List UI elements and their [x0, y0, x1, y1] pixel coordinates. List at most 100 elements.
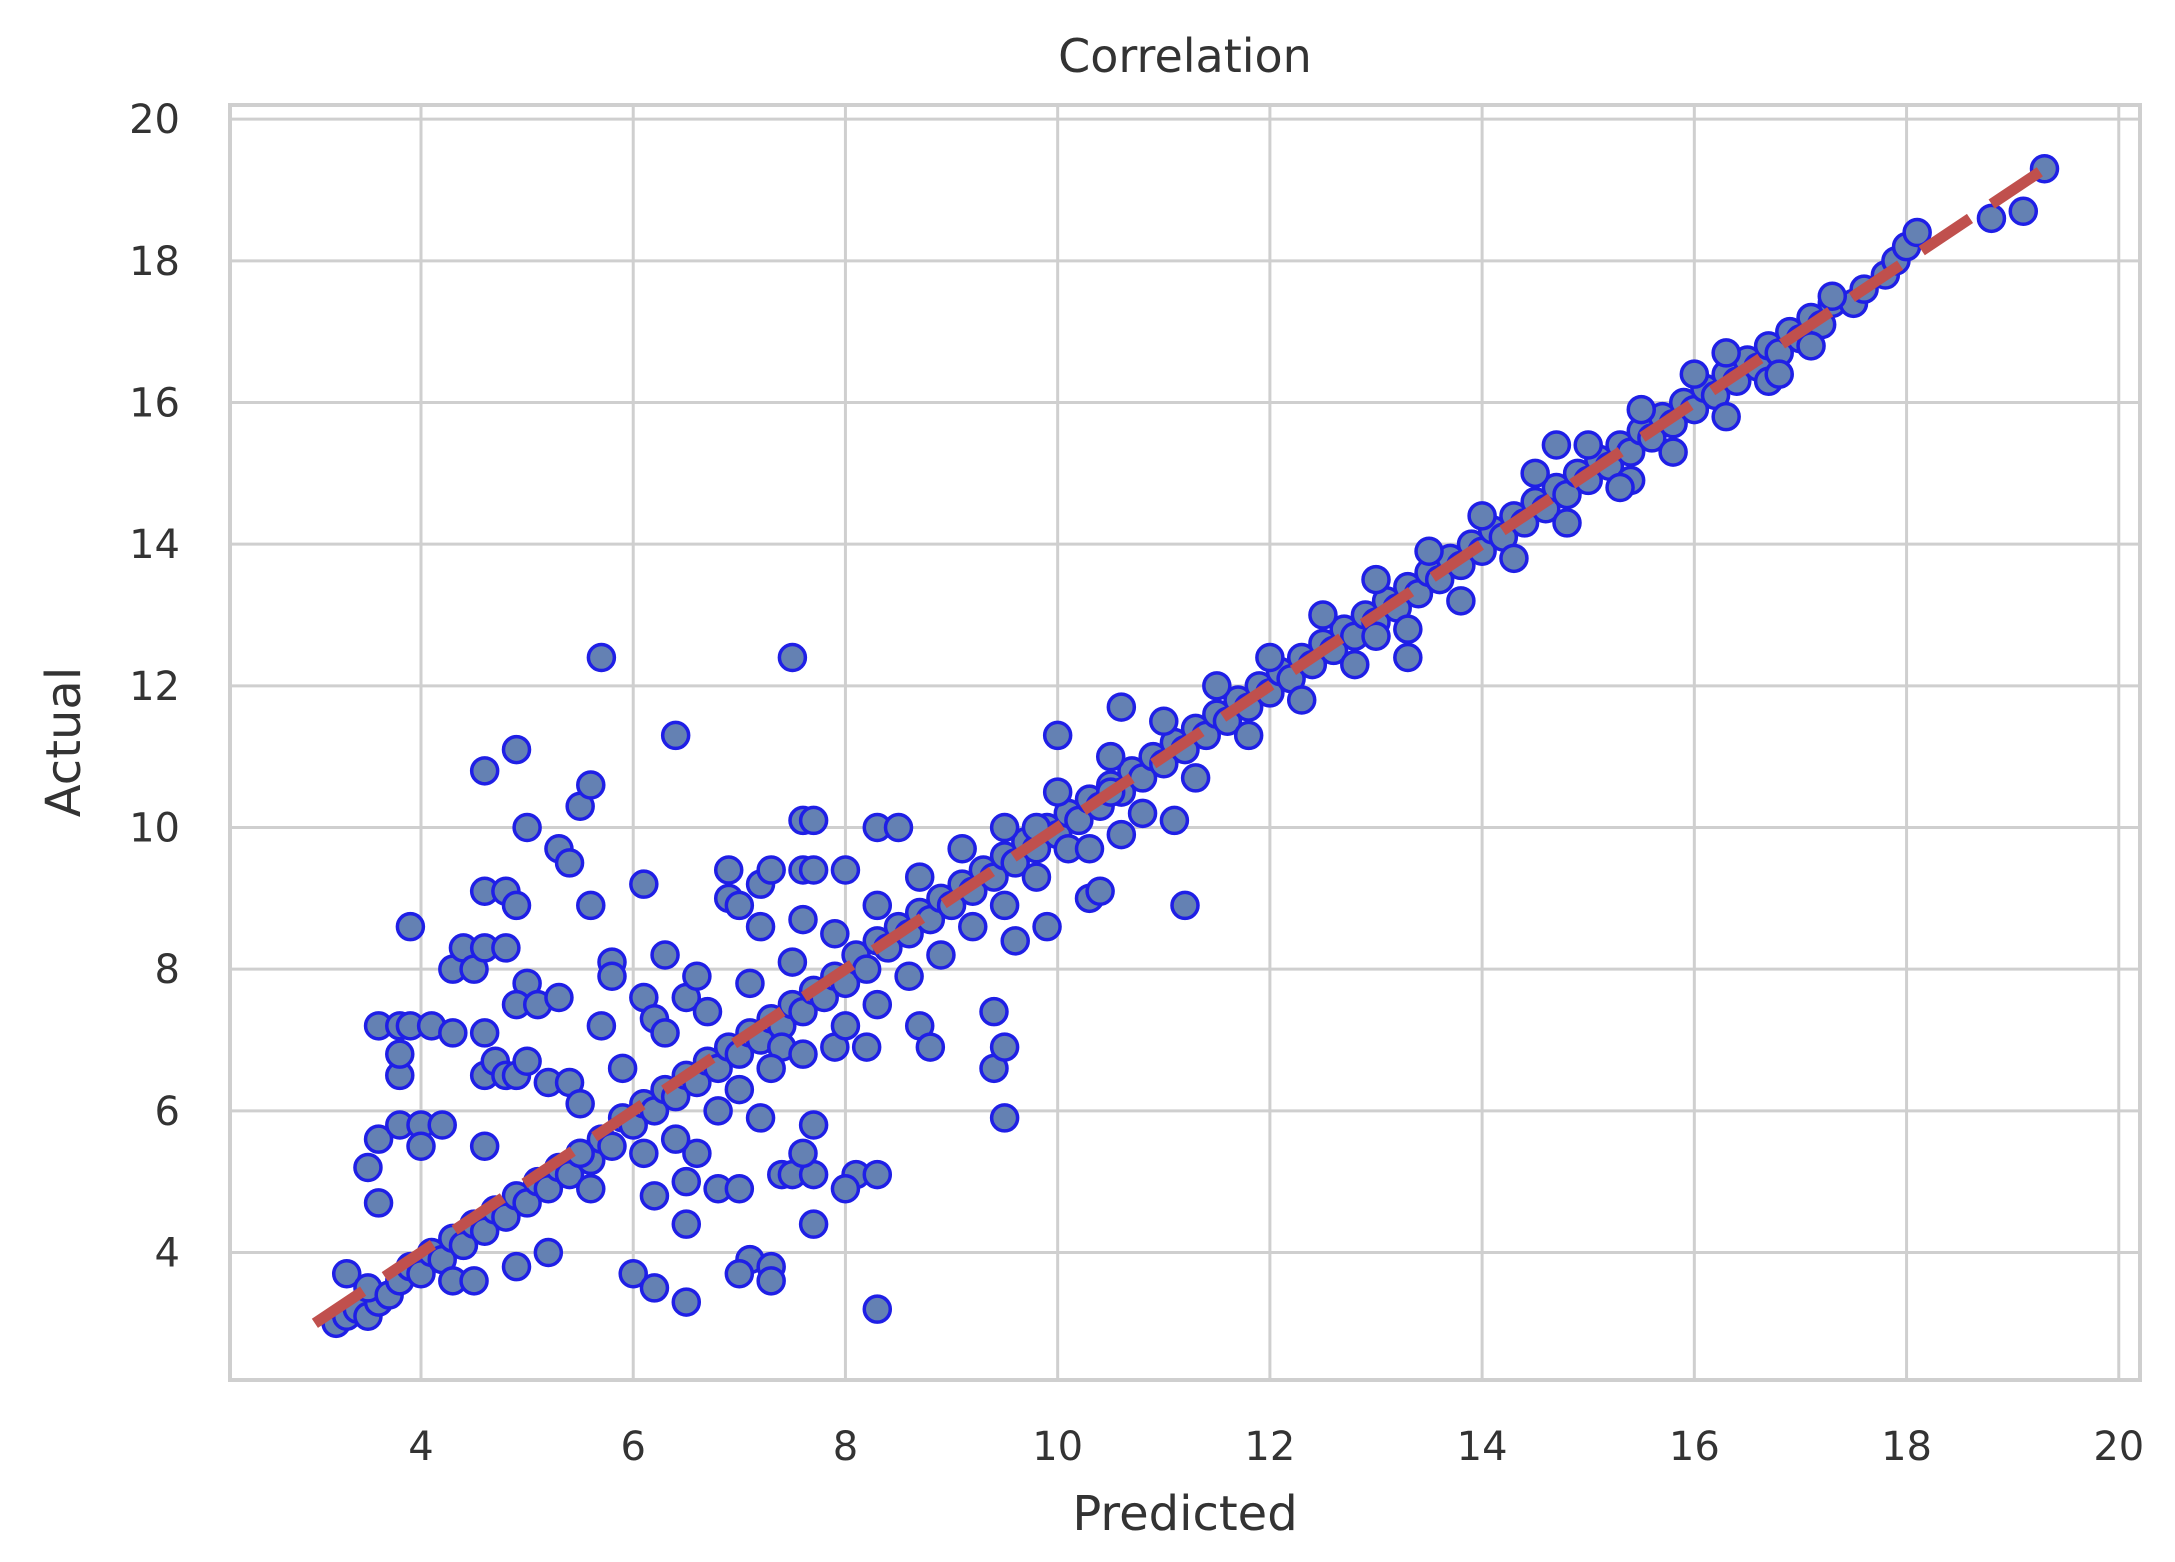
scatter-point: [1414, 536, 1444, 566]
scatter-point: [1764, 359, 1794, 389]
scatter-point: [406, 1131, 436, 1161]
scatter-point: [1658, 437, 1688, 467]
scatter-point: [745, 911, 776, 942]
scatter-point: [385, 1039, 415, 1069]
scatter-point: [671, 1166, 702, 1197]
scatter-point: [989, 890, 1020, 921]
scatter-point: [883, 812, 914, 843]
scatter-point: [1042, 720, 1073, 751]
scatter-point: [777, 642, 808, 673]
scatter-point: [1541, 430, 1572, 460]
y-tick-label: 14: [129, 522, 180, 568]
scatter-point: [576, 770, 606, 800]
scatter-point: [427, 1110, 457, 1140]
scatter-point: [650, 940, 680, 970]
x-tick-label: 4: [408, 1424, 433, 1470]
scatter-point: [660, 1124, 691, 1154]
scatter-point: [713, 855, 744, 885]
scatter-point: [703, 1096, 733, 1126]
scatter-point: [1817, 281, 1848, 311]
scatter-point: [512, 812, 542, 843]
scatter-point: [1095, 741, 1126, 772]
scatter-point: [469, 756, 500, 786]
x-tick-label: 18: [1881, 1424, 1932, 1470]
scatter-point: [1796, 331, 1826, 361]
scatter-point: [830, 855, 861, 885]
scatter-point: [798, 1209, 829, 1239]
x-tick-labels: 4 6 8 10 12 14 16 18 20: [408, 1424, 2144, 1470]
chart-title: Correlation: [1058, 29, 1312, 83]
x-tick-label: 10: [1032, 1424, 1083, 1470]
scatter-point: [395, 911, 426, 942]
scatter-point: [798, 855, 829, 885]
scatter-point: [1902, 217, 1932, 248]
scatter-point: [830, 1174, 861, 1204]
scatter-point: [1180, 763, 1211, 793]
x-tick-label: 20: [2093, 1424, 2144, 1470]
scatter-point: [671, 1287, 702, 1317]
scatter-point: [1340, 649, 1370, 680]
scatter-point: [724, 1074, 755, 1105]
scatter-point: [1202, 671, 1232, 701]
scatter-point: [1106, 819, 1137, 850]
scatter-point: [576, 890, 606, 921]
scatter-point: [851, 954, 882, 984]
y-tick-label: 12: [129, 664, 180, 710]
scatter-point: [469, 1131, 500, 1161]
scatter-point: [788, 1039, 818, 1069]
scatter-point: [1308, 600, 1338, 630]
scatter-point: [586, 642, 617, 673]
scatter-point: [1976, 203, 2007, 234]
scatter-point: [798, 805, 829, 836]
y-tick-label: 18: [129, 239, 180, 285]
scatter-point: [576, 1174, 606, 1204]
scatter-point: [1149, 706, 1179, 736]
scatter-point: [989, 1103, 1020, 1133]
scatter-point: [2008, 196, 2039, 226]
scatter-point: [639, 1181, 670, 1211]
y-tick-label: 6: [155, 1089, 180, 1135]
scatter-point: [1520, 458, 1550, 489]
scatter-point: [915, 1032, 946, 1062]
scatter-point: [363, 1124, 394, 1154]
reference-line-group: [311, 164, 2048, 1328]
scatter-point: [682, 961, 712, 991]
y-axis-title: Actual: [36, 667, 92, 817]
scatter-point: [820, 919, 850, 949]
scatter-point: [629, 1138, 659, 1169]
scatter-point: [1626, 394, 1657, 425]
scatter-point: [1159, 805, 1190, 836]
scatter-point: [1393, 614, 1423, 644]
y-tick-label: 10: [129, 806, 180, 852]
scatter-point: [756, 1266, 786, 1296]
scatter-point: [607, 1053, 638, 1084]
scatter-point: [894, 961, 924, 991]
x-tick-label: 8: [833, 1424, 858, 1470]
scatter-point: [1446, 586, 1476, 616]
scatter-point: [756, 1053, 786, 1084]
scatter-point: [331, 1259, 362, 1289]
scatter-point: [724, 890, 755, 921]
scatter-point: [1170, 890, 1200, 921]
scatter-point: [1042, 777, 1073, 807]
scatter-point: [512, 1046, 542, 1076]
y-tick-label: 20: [129, 97, 180, 143]
scatter-point: [1085, 876, 1115, 906]
scatter-point: [989, 1032, 1020, 1062]
scatter-point: [1711, 401, 1741, 432]
scatter-point: [1233, 720, 1264, 751]
scatter-point: [501, 1251, 532, 1282]
scatter-point: [735, 968, 765, 999]
scatter-point: [438, 1018, 468, 1048]
scatter-point: [862, 989, 893, 1020]
scatter-point: [692, 996, 723, 1027]
y-tick-label: 8: [155, 947, 180, 993]
scatter-point: [1361, 564, 1391, 595]
scatter-point: [618, 1259, 648, 1289]
scatter-point: [1032, 911, 1062, 942]
scatter-point: [682, 1138, 712, 1169]
scatter-point: [639, 1273, 670, 1303]
scatter-point: [501, 890, 532, 921]
scatter-point: [597, 1131, 627, 1161]
x-axis-title: Predicted: [1072, 1486, 1297, 1542]
